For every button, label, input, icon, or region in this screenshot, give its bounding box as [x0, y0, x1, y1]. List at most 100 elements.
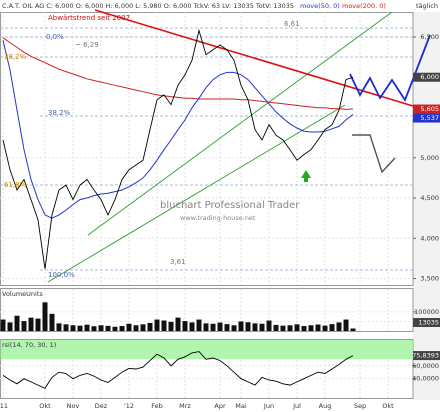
volume-bar [147, 322, 153, 331]
volume-bar [350, 328, 356, 331]
y-tick-label: 60,0000 [412, 362, 439, 370]
panels [0, 12, 414, 399]
volume-bar [259, 323, 265, 331]
x-tick-label: Mrz [179, 402, 191, 410]
x-tick-label: Mai [235, 402, 247, 410]
value-box [413, 351, 440, 361]
series-line [2, 28, 354, 269]
value-box-label: 75,8393 [412, 352, 439, 360]
annotation: Abwärtstrend seit 2007 [48, 14, 130, 22]
x-tick-label: Jul [292, 402, 301, 410]
value-box [413, 318, 440, 328]
volume-bar [105, 325, 111, 331]
annotation: 38,2% [48, 109, 71, 117]
series-line [2, 40, 354, 219]
legend-item: move(50, 0) [300, 2, 340, 10]
projection [349, 34, 431, 102]
y-tick-label: 100000 [414, 308, 439, 316]
volume-bar [287, 325, 293, 331]
series-line [2, 351, 354, 389]
volume-bar [119, 326, 125, 331]
volume-bar [161, 320, 167, 331]
volume-bar [42, 302, 48, 331]
grid [0, 12, 413, 398]
trend-channel [47, 11, 393, 283]
x-tick-label: Jun [263, 402, 274, 410]
x-tick-label: Feb [151, 402, 163, 410]
x-tick-label: '11 [0, 402, 8, 410]
watermark-url: www.trading-house.net [180, 214, 256, 222]
volume-bar [336, 322, 342, 331]
volume-bar [196, 319, 202, 331]
panel-title: rsi(14, 70, 30, 1) [2, 341, 56, 349]
volume-bar [315, 324, 321, 331]
x-tick-label: Dez [95, 402, 108, 410]
volume-bar [189, 322, 195, 331]
volume-bar [112, 326, 118, 331]
volume-bar [329, 324, 335, 331]
annotation: 0,0% [46, 33, 64, 41]
volume-bar [217, 322, 223, 331]
volume-bar [308, 325, 314, 331]
annotation: 3,61 [170, 258, 186, 266]
volume-bar [21, 321, 27, 331]
volume-bar [133, 325, 139, 331]
annotation: 61,8% [4, 181, 27, 189]
volume-bar [7, 322, 13, 331]
volume-bar [14, 315, 20, 331]
volume-bar [56, 323, 62, 331]
volume-bar [91, 326, 97, 331]
marks [0, 28, 356, 389]
x-tick-label: Okt [382, 402, 394, 410]
y-tick-label: 6,500 [420, 33, 439, 41]
volume-bar [343, 319, 349, 331]
volume-bar [49, 313, 55, 331]
x-tick-label: Apr [214, 402, 226, 410]
legend-item: move(200, 0) [342, 2, 386, 10]
panel-title: VolumeUnits [2, 290, 43, 298]
annotation: 100,0% [48, 271, 75, 279]
overbought-band [0, 340, 413, 360]
volume-bar [140, 324, 146, 331]
volume-bar [294, 324, 300, 331]
volume-bar [77, 325, 83, 331]
volume-bar [238, 321, 244, 331]
volume-bar [203, 323, 209, 331]
volume-bar [84, 324, 90, 331]
volume-bar [322, 325, 328, 331]
volume-bar [175, 317, 181, 331]
annotation: 38,2% [4, 53, 27, 61]
rsi-frame [0, 339, 414, 399]
volume-bar [154, 319, 160, 331]
annotation: ~ 6,29 [75, 41, 99, 49]
watermark: bluchart Professional Trader [160, 200, 300, 211]
downtrend-line [94, 9, 414, 107]
series-line [2, 37, 354, 110]
volume-bar [168, 321, 174, 331]
volume-bar [70, 325, 76, 331]
volume-bar [63, 324, 69, 331]
arrow-up [301, 170, 311, 182]
volume-bar [35, 318, 41, 331]
main-frame [0, 12, 414, 286]
volume-bar [210, 323, 216, 331]
volume-bar [301, 326, 307, 331]
value-box [413, 113, 440, 123]
volume-bar [98, 325, 104, 331]
volume-frame [0, 288, 414, 332]
y-tick-label: 5,000 [420, 154, 439, 162]
x-tick-label: Aug [319, 402, 332, 410]
y-tick-label: 3,500 [420, 275, 439, 283]
channel-line [47, 104, 346, 283]
volume-bar [28, 317, 34, 331]
volume-bar [0, 319, 6, 331]
y-tick-label: 40,0000 [412, 375, 439, 383]
volume-bar [224, 324, 230, 331]
volume-bar [273, 324, 279, 331]
volume-bar [231, 325, 237, 331]
y-tick-label: 4,500 [420, 194, 439, 202]
volume-bar [245, 322, 251, 331]
value-box [413, 72, 440, 82]
volume-bar [126, 323, 132, 331]
